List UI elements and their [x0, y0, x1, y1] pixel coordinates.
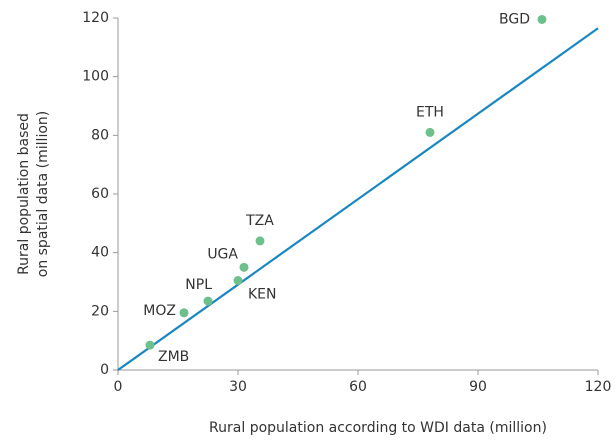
x-tick-label: 90 — [469, 379, 487, 395]
point-label: MOZ — [143, 303, 176, 319]
y-axis-label: Rural population based — [16, 113, 32, 275]
point — [203, 296, 213, 306]
y-tick-label: 20 — [91, 303, 109, 319]
point — [425, 127, 435, 137]
x-tick-label: 30 — [229, 379, 247, 395]
y-axis-label-group: Rural population based on spatial data (… — [16, 111, 51, 278]
point — [145, 340, 155, 350]
y-tick-label: 80 — [91, 127, 109, 143]
point-label: ZMB — [158, 349, 189, 365]
x-tick-label: 120 — [585, 379, 612, 395]
x-axis-label: Rural population according to WDI data (… — [209, 420, 547, 436]
point — [239, 262, 249, 272]
x-tick-label: 0 — [114, 379, 123, 395]
y-tick-label: 100 — [82, 69, 109, 85]
point-label: UGA — [207, 246, 238, 262]
point-label: ETH — [416, 104, 444, 120]
point-label: TZA — [245, 213, 274, 229]
point-label: BGD — [499, 11, 530, 27]
point — [537, 14, 547, 24]
point-label: NPL — [185, 277, 212, 293]
y-tick-label: 120 — [82, 10, 109, 26]
y-tick-label: 60 — [91, 186, 109, 202]
point — [233, 276, 243, 286]
point — [255, 236, 265, 246]
y-tick-label: 0 — [100, 362, 109, 378]
point — [179, 308, 189, 318]
y-axis-label: on spatial data (million) — [35, 111, 51, 278]
x-tick-label: 60 — [349, 379, 367, 395]
fit-line — [117, 27, 599, 371]
point-label: KEN — [248, 287, 277, 303]
y-tick-label: 40 — [91, 245, 109, 261]
